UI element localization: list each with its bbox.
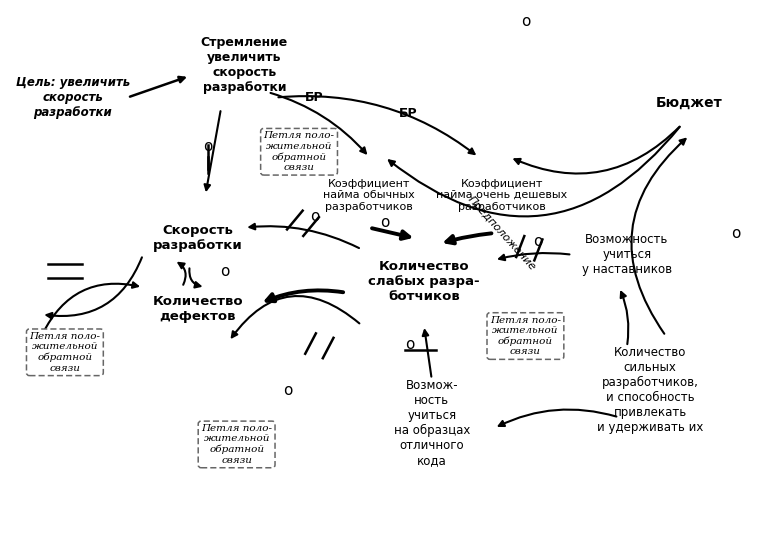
Text: Петля поло-
жительной
обратной
связи: Петля поло- жительной обратной связи (264, 131, 334, 172)
Text: Бюджет: Бюджет (656, 96, 723, 110)
Text: Скорость
разработки: Скорость разработки (153, 224, 243, 253)
Text: o: o (310, 209, 319, 224)
Text: Количество
дефектов: Количество дефектов (152, 295, 243, 323)
Text: o: o (381, 215, 390, 230)
Text: Коэффициент
найма очень дешевых
разработчиков: Коэффициент найма очень дешевых разработ… (436, 178, 568, 212)
Text: o: o (283, 383, 292, 398)
Text: o: o (521, 14, 530, 29)
Text: Количество
слабых разра-
ботчиков: Количество слабых разра- ботчиков (368, 260, 480, 304)
Text: БР: БР (399, 107, 417, 120)
Text: o: o (220, 263, 229, 279)
Text: Петля поло-
жительной
обратной
связи: Петля поло- жительной обратной связи (490, 315, 561, 357)
Text: Количество
сильных
разработчиков,
и способность
привлекать
и удерживать их: Количество сильных разработчиков, и спос… (597, 346, 703, 434)
Text: Предположение: Предположение (466, 194, 538, 272)
Text: Петля поло-
жительной
обратной
связи: Петля поло- жительной обратной связи (201, 424, 272, 465)
Text: Стремление
увеличить
скорость
разработки: Стремление увеличить скорость разработки (200, 36, 288, 94)
Text: Коэффициент
найма обычных
разработчиков: Коэффициент найма обычных разработчиков (323, 178, 415, 212)
Text: o: o (406, 337, 414, 352)
Text: Возможность
учиться
у наставников: Возможность учиться у наставников (582, 233, 672, 276)
Text: Петля поло-
жительной
обратной
связи: Петля поло- жительной обратной связи (30, 332, 100, 373)
Text: Возмож-
ность
учиться
на образцах
отличного
кода: Возмож- ность учиться на образцах отличн… (394, 379, 470, 467)
Text: БР: БР (305, 91, 324, 104)
Text: o: o (203, 139, 212, 154)
Text: Цель: увеличить
скорость
разработки: Цель: увеличить скорость разработки (16, 76, 130, 119)
Text: o: o (533, 234, 543, 249)
Text: o: o (731, 225, 741, 241)
